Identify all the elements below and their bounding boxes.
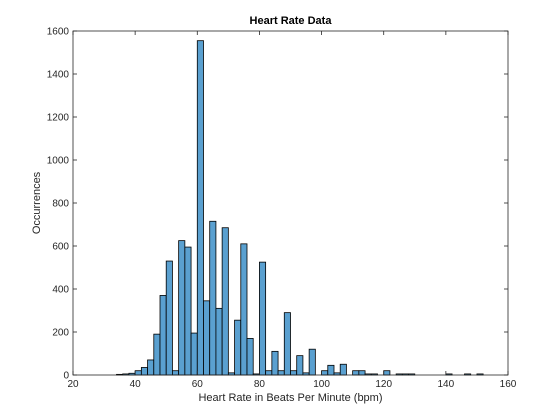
x-axis: 20 40 60 80 100 120 140 160 bbox=[67, 31, 517, 390]
y-tick-label: 1400 bbox=[47, 70, 70, 81]
histogram-bar bbox=[296, 355, 304, 376]
y-axis: 0 200 400 600 800 1000 1200 1400 1600 bbox=[47, 27, 508, 382]
histogram-bar bbox=[234, 319, 242, 376]
histogram-bar bbox=[271, 350, 279, 376]
y-tick-label: 200 bbox=[52, 328, 69, 339]
x-tick-label: 20 bbox=[67, 379, 79, 390]
histogram-bar bbox=[196, 40, 204, 376]
histogram-bar bbox=[203, 300, 211, 376]
histogram-bar bbox=[172, 370, 180, 376]
histogram-bar bbox=[246, 338, 254, 376]
histogram-bar bbox=[134, 370, 142, 376]
histogram-bar bbox=[153, 333, 161, 376]
histogram-bar bbox=[165, 260, 173, 376]
histogram-bar bbox=[240, 243, 248, 376]
y-tick-label: 0 bbox=[63, 371, 69, 382]
histogram-bar bbox=[352, 370, 360, 376]
y-tick-label: 1200 bbox=[47, 113, 70, 124]
x-axis-label: Heart Rate in Beats Per Minute (bpm) bbox=[198, 392, 382, 404]
histogram-bar bbox=[259, 261, 267, 376]
y-tick-label: 1600 bbox=[47, 27, 70, 38]
x-tick-label: 60 bbox=[192, 379, 204, 390]
histogram-bar bbox=[327, 364, 335, 376]
y-axis-label: Occurrences bbox=[31, 171, 43, 234]
histogram-bar bbox=[290, 370, 298, 376]
x-tick-label: 160 bbox=[500, 379, 517, 390]
x-tick-label: 100 bbox=[313, 379, 330, 390]
x-tick-label: 120 bbox=[375, 379, 392, 390]
histogram-bar bbox=[147, 359, 155, 376]
histogram-bar bbox=[159, 295, 167, 376]
histogram-bar bbox=[184, 246, 192, 376]
histogram-bar bbox=[339, 363, 347, 376]
y-tick-label: 1000 bbox=[47, 156, 70, 167]
x-tick-label: 80 bbox=[254, 379, 266, 390]
histogram-bar bbox=[358, 370, 366, 376]
x-tick-label: 140 bbox=[438, 379, 455, 390]
histogram-bar bbox=[209, 220, 217, 376]
histogram-bar bbox=[383, 370, 391, 376]
histogram-bar bbox=[221, 227, 229, 376]
histogram-bar bbox=[321, 370, 329, 376]
y-tick-label: 400 bbox=[52, 285, 69, 296]
histogram-bar bbox=[190, 332, 198, 376]
histogram-bar bbox=[308, 348, 316, 376]
y-tick-label: 600 bbox=[52, 242, 69, 253]
histogram-bar bbox=[178, 240, 186, 376]
x-tick-label: 40 bbox=[130, 379, 142, 390]
chart-title: Heart Rate Data bbox=[250, 15, 333, 27]
histogram-bar bbox=[265, 370, 273, 376]
histogram-bar bbox=[215, 307, 223, 376]
histogram-bar bbox=[140, 367, 148, 376]
histogram-bar bbox=[277, 370, 285, 376]
y-tick-label: 800 bbox=[52, 199, 69, 210]
histogram-bar bbox=[283, 312, 291, 376]
